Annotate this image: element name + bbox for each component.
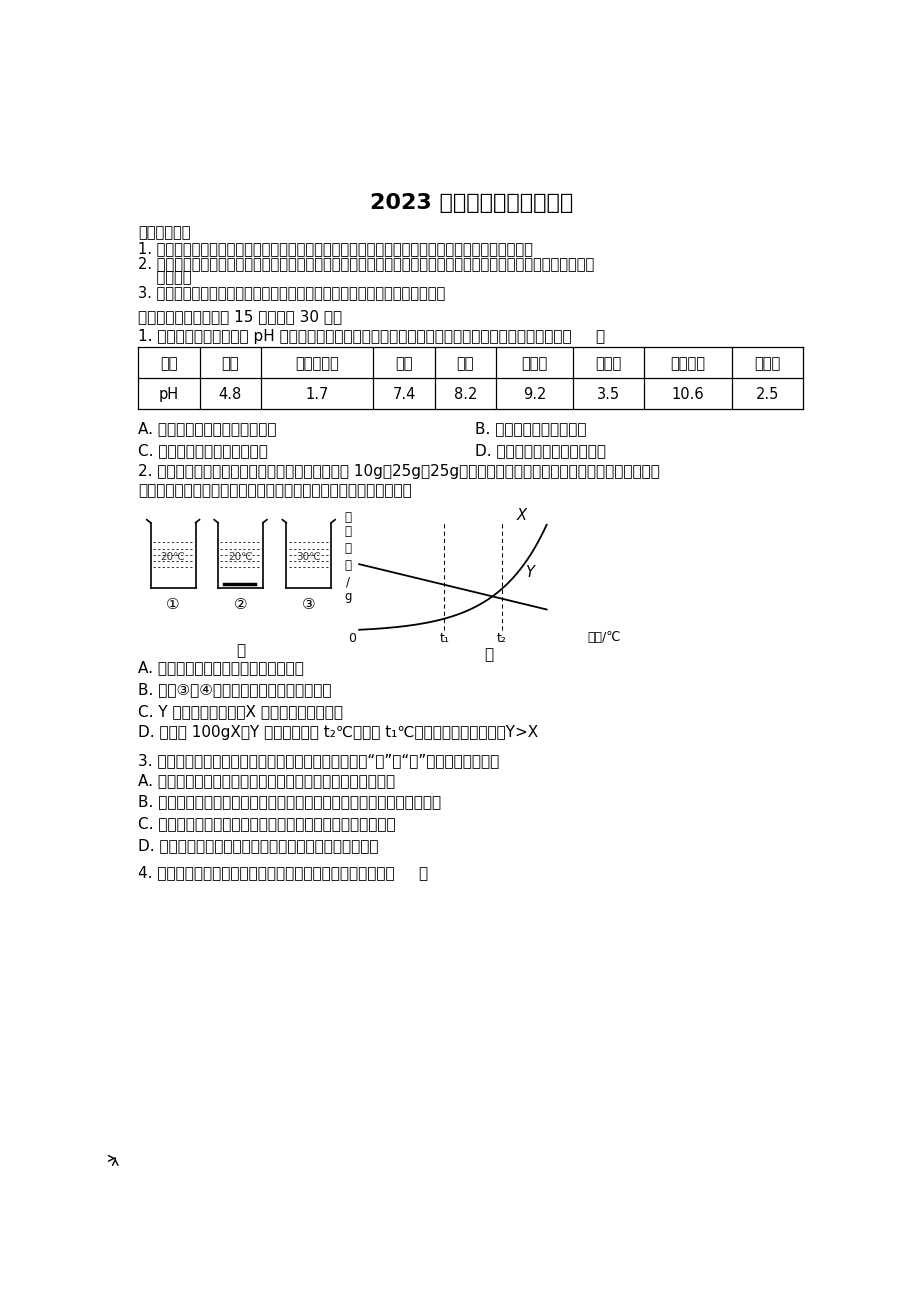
Text: 解: 解 [345,542,351,555]
Text: 考生请注意：: 考生请注意： [138,225,190,241]
Text: 酱油: 酱油 [221,357,239,371]
Text: D. 橘子汁、食盐水、草木灰水: D. 橘子汁、食盐水、草木灰水 [475,443,606,458]
Text: B. 在检查装置气密性的时候，先用双手紧握容器外壁，后将导管浸入水中: B. 在检查装置气密性的时候，先用双手紧握容器外壁，后将导管浸入水中 [138,794,441,810]
Text: 4.8: 4.8 [219,388,242,402]
Text: 3.5: 3.5 [596,388,619,402]
Text: 温度/℃: 温度/℃ [587,631,620,644]
Text: 2.5: 2.5 [755,388,778,402]
Text: 草木灰水: 草木灰水 [670,357,705,371]
Text: 溶: 溶 [345,512,351,525]
Text: 20℃: 20℃ [161,552,186,561]
Text: 牙膏: 牙膏 [456,357,473,371]
Text: 1. 结合下表中所列物质的 pH 判断，在下列各组物质分别能使紫色石蕊溶液变红、不变色、变蓝的是（     ）: 1. 结合下表中所列物质的 pH 判断，在下列各组物质分别能使紫色石蕊溶液变红、… [138,328,605,344]
Text: B. 牙膏、蕌馏水、肥皂水: B. 牙膏、蕌馏水、肥皂水 [475,421,586,436]
Text: C. 用排水法收集完氧气时，先把导管移出水面，后息灭酒精灯: C. 用排水法收集完氧气时，先把导管移出水面，后息灭酒精灯 [138,816,395,831]
Text: 3. 考生必须保证答题卡的整洁。考试结束后，请将本试卷和答题卡一并交回。: 3. 考生必须保证答题卡的整洁。考试结束后，请将本试卷和答题卡一并交回。 [138,285,445,301]
Text: 2. 第一部分选择题每小题选出答案后，需将答案写在试卷指定的括号内，第二部分非选择题答案写在试卷题目指定的: 2. 第一部分选择题每小题选出答案后，需将答案写在试卷指定的括号内，第二部分非选… [138,256,594,271]
Text: 甲: 甲 [236,643,244,659]
Text: 度: 度 [345,559,351,572]
Text: 7.4: 7.4 [391,388,415,402]
Text: ②: ② [233,598,247,612]
Text: t₁: t₁ [439,631,448,644]
Text: 橘子汁: 橘子汁 [595,357,620,371]
Text: Y: Y [525,565,534,579]
Text: 4. 除去下列各组物质中的杂质，所用试剂和方法均正确的是（     ）: 4. 除去下列各组物质中的杂质，所用试剂和方法均正确的是（ ） [138,866,428,880]
Text: 物质: 物质 [160,357,177,371]
Text: 9.2: 9.2 [522,388,546,402]
Text: 血浆: 血浆 [395,357,413,371]
Text: 10.6: 10.6 [671,388,704,402]
Text: D. 分别将 100gX、Y 的饱和溶液从 t₂℃降温到 t₁℃，所得到的溶液质量：Y>X: D. 分别将 100gX、Y 的饱和溶液从 t₂℃降温到 t₁℃，所得到的溶液质… [138,725,538,741]
Text: 3. 规范实验操作是我们完成实验的保障。下列操作中，“先”与“后”的顺序不正确的是: 3. 规范实验操作是我们完成实验的保障。下列操作中，“先”与“后”的顺序不正确的… [138,753,499,768]
Text: 乙: 乙 [483,647,493,661]
Text: 0: 0 [347,631,356,644]
Text: 8.2: 8.2 [453,388,477,402]
Text: /: / [346,575,350,589]
Text: 20℃: 20℃ [228,552,253,561]
Text: 1.7: 1.7 [305,388,328,402]
Text: C. Y 代表该固体物质，X 代表另一种固体物质: C. Y 代表该固体物质，X 代表另一种固体物质 [138,703,343,719]
Text: A. 用酒精灯加热试管中液体时，先预热，后对准液体集中加热: A. 用酒精灯加热试管中液体时，先预热，后对准液体集中加热 [138,773,395,788]
Text: 一、单选题（本大题八 15 小题，八 30 分）: 一、单选题（本大题八 15 小题，八 30 分） [138,309,342,324]
Text: 溶: 溶 [345,526,351,539]
Text: 2023 学年中考化学模拟试卷: 2023 学年中考化学模拟试卷 [369,193,573,214]
Text: X: X [516,508,527,522]
Text: 肥皂水: 肥皂水 [521,357,547,371]
Text: A. 三个烧杯中形成的溶液都是饱和溶液: A. 三个烧杯中形成的溶液都是饱和溶液 [138,660,304,676]
Text: ③: ③ [301,598,315,612]
Text: 2. 向盛有等量水的三个烧杯中分别加入某固体物质 10g、25g、25g，如图甲所示是充分溶解后的现象，如图乙所示是: 2. 向盛有等量水的三个烧杯中分别加入某固体物质 10g、25g、25g，如图甲… [138,465,660,479]
Text: D. 做氢气可燃性实验时，先检验氢气的纯度，后点燃气体: D. 做氢气可燃性实验时，先检验氢气的纯度，后点燃气体 [138,837,379,853]
Text: 30℃: 30℃ [296,552,321,561]
Text: 柠檬汁: 柠檬汁 [754,357,780,371]
Text: 厕所清洁剂: 厕所清洁剂 [295,357,339,371]
Text: pH: pH [159,388,179,402]
Text: t₂: t₂ [496,631,506,644]
Text: 该固体物质和另一种固体物质的溶解度曲线，下列有关说法正确的是: 该固体物质和另一种固体物质的溶解度曲线，下列有关说法正确的是 [138,483,412,497]
Text: B. 烧杯③、④的溶液中溶质的质量分数相等: B. 烧杯③、④的溶液中溶质的质量分数相等 [138,682,332,697]
Text: C. 草木灰水、蕌馏水、柠檬汁: C. 草木灰水、蕌馏水、柠檬汁 [138,443,267,458]
Text: g: g [344,590,352,603]
Text: ①: ① [166,598,180,612]
Text: A. 柠檬汁、食盐水、厕所清洁剂: A. 柠檬汁、食盐水、厕所清洁剂 [138,421,277,436]
Text: 位置上。: 位置上。 [138,271,191,285]
Text: 1. 答题前请将考场、试室号、座位号、考生号、姓名写在试卷密封线内，不得在试卷上作任何标记。: 1. 答题前请将考场、试室号、座位号、考生号、姓名写在试卷密封线内，不得在试卷上… [138,241,532,256]
